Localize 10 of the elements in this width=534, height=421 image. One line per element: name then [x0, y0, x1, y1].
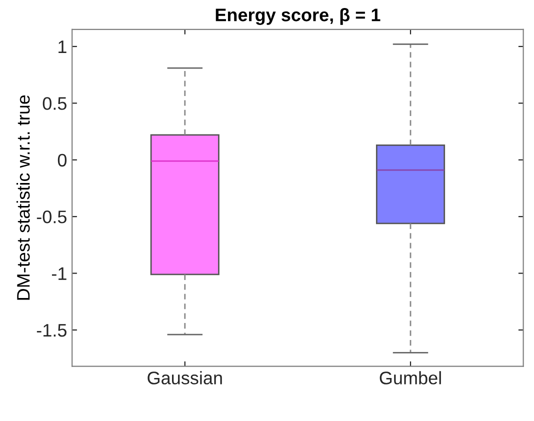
x-tick-label: Gaussian	[148, 371, 222, 384]
x-tick-label: Gumbel	[380, 371, 441, 384]
y-tick-label: 0	[58, 154, 67, 167]
y-axis-title: DM-test statistic w.r.t. true	[16, 95, 30, 300]
chart-title: Energy score, β = 1	[216, 8, 380, 25]
y-tick-label: 0.5	[42, 97, 66, 110]
y-tick-label: -0.5	[36, 210, 66, 224]
y-tick-label: 1	[58, 40, 66, 54]
y-tick-label: -1.5	[36, 324, 66, 337]
y-tick-label: -1	[52, 267, 66, 280]
